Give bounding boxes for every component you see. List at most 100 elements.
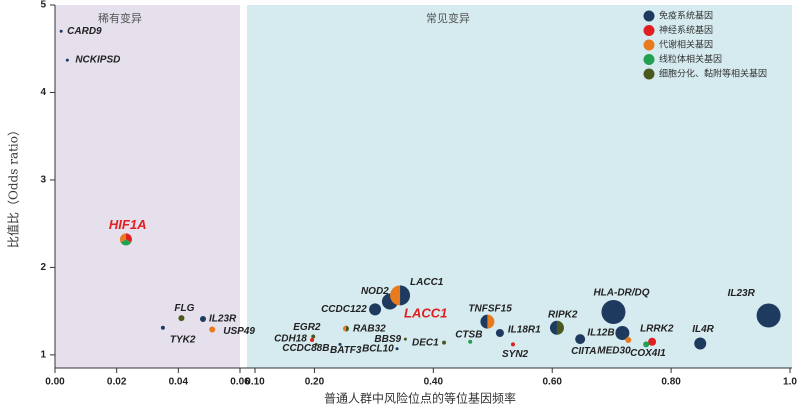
- bubble-slice: [369, 303, 382, 316]
- x-tick-label: 0.06: [230, 377, 250, 388]
- point-label: IL4R: [692, 324, 714, 335]
- point-label: HLA-DR/DQ: [593, 288, 649, 299]
- point-label: BCL10: [362, 343, 394, 354]
- point-label: IL23R: [728, 288, 756, 299]
- point-label: RIPK2: [548, 309, 578, 320]
- point-label: IL23R: [209, 314, 237, 325]
- annotation: LACC1: [404, 305, 447, 320]
- bubble-slice: [556, 320, 564, 335]
- bubble: [311, 334, 316, 339]
- bubble-slice: [310, 338, 315, 343]
- legend-label: 神经系统基因: [659, 24, 713, 36]
- y-tick-label: 2: [40, 262, 46, 273]
- bubble-slice: [65, 58, 69, 62]
- bubble-slice: [442, 340, 447, 345]
- point-label: CDH18: [274, 334, 307, 345]
- bubble: [601, 300, 626, 325]
- point-label: NCKIPSD: [75, 55, 120, 66]
- point-label: HIF1A: [109, 217, 147, 232]
- point-label: RAB32: [353, 323, 386, 334]
- bubble: [314, 342, 318, 346]
- bubble: [615, 326, 630, 341]
- point-label: DEC1: [412, 337, 439, 348]
- x-tick-label: 0.00: [45, 377, 65, 388]
- bubble-slice: [480, 314, 488, 329]
- bubble: [65, 58, 69, 62]
- bubble-slice: [395, 347, 399, 351]
- bubble-slice: [400, 285, 411, 306]
- point-label: CARD9: [67, 26, 102, 37]
- point-label: TYK2: [170, 334, 196, 345]
- bubble-slice: [345, 325, 349, 332]
- legend-marker: [643, 39, 655, 51]
- bubble: [403, 337, 407, 341]
- point-label: BATF3: [330, 345, 362, 356]
- point-label: CTSB: [455, 329, 482, 340]
- bubble-slice: [338, 342, 342, 346]
- bubble-slice: [615, 326, 630, 341]
- legend-marker: [643, 68, 655, 80]
- bubble: [625, 337, 632, 344]
- bubble-slice: [178, 315, 185, 322]
- legend-marker: [643, 25, 655, 36]
- bubble-slice: [694, 337, 707, 350]
- bubble: [310, 338, 315, 343]
- bubble: [495, 329, 504, 338]
- bubble: [59, 29, 63, 33]
- bubble: [756, 303, 781, 328]
- bubble: [575, 334, 586, 345]
- bubble: [549, 320, 564, 335]
- panel-background: [55, 5, 240, 368]
- point-label: NOD2: [361, 286, 389, 297]
- point-label: BBS9: [374, 334, 401, 345]
- point-label: CCDC122: [321, 304, 367, 315]
- bubble-slice: [160, 325, 165, 330]
- y-tick-label: 4: [40, 87, 46, 98]
- bubble-slice: [59, 29, 63, 33]
- bubble: [209, 326, 216, 333]
- bubble-slice: [209, 326, 216, 333]
- point-label: TNFSF15: [468, 303, 512, 314]
- bubble-slice: [311, 334, 316, 339]
- bubble-slice: [342, 325, 346, 332]
- legend-label: 细胞分化、黏附等相关基因: [659, 68, 767, 80]
- x-tick-label: 0.20: [305, 377, 325, 388]
- bubble-slice: [119, 233, 126, 243]
- legend-label: 线粒体相关基因: [659, 53, 722, 65]
- bubble-slice: [200, 316, 206, 323]
- bubble: [178, 315, 185, 322]
- bubble: [510, 342, 515, 347]
- x-tick-label: 0.60: [542, 377, 562, 388]
- bubble: [648, 337, 657, 346]
- y-tick-label: 5: [40, 0, 46, 11]
- point-label: LRRK2: [640, 323, 674, 334]
- bubble-slice: [495, 329, 504, 338]
- bubble-slice: [549, 320, 557, 335]
- y-tick-label: 3: [40, 175, 46, 186]
- point-label: USP49: [223, 326, 255, 337]
- point-label: COX4I1: [630, 348, 666, 359]
- legend-label: 免疫系统基因: [659, 10, 713, 22]
- bubble-slice: [403, 337, 407, 341]
- bubble: [369, 303, 382, 316]
- bubble-slice: [390, 285, 401, 306]
- bubble-slice: [510, 342, 515, 347]
- point-label: LACC1: [410, 277, 444, 288]
- bubble: [160, 325, 165, 330]
- bubble: [390, 285, 411, 306]
- bubble: [119, 233, 132, 246]
- bubble-slice: [601, 300, 626, 325]
- point-label: CIITA: [571, 346, 596, 357]
- point-label: EGR2: [293, 322, 321, 333]
- x-tick-label: 0.40: [424, 377, 444, 388]
- bubble: [480, 314, 495, 329]
- bubble-slice: [625, 337, 632, 344]
- bubble: [200, 316, 206, 323]
- bubble-slice: [468, 339, 473, 344]
- bubble: [643, 341, 650, 348]
- bubble: [395, 347, 399, 351]
- bubble: [442, 340, 447, 345]
- legend-marker: [643, 10, 655, 22]
- x-tick-label: 0.10: [245, 377, 265, 388]
